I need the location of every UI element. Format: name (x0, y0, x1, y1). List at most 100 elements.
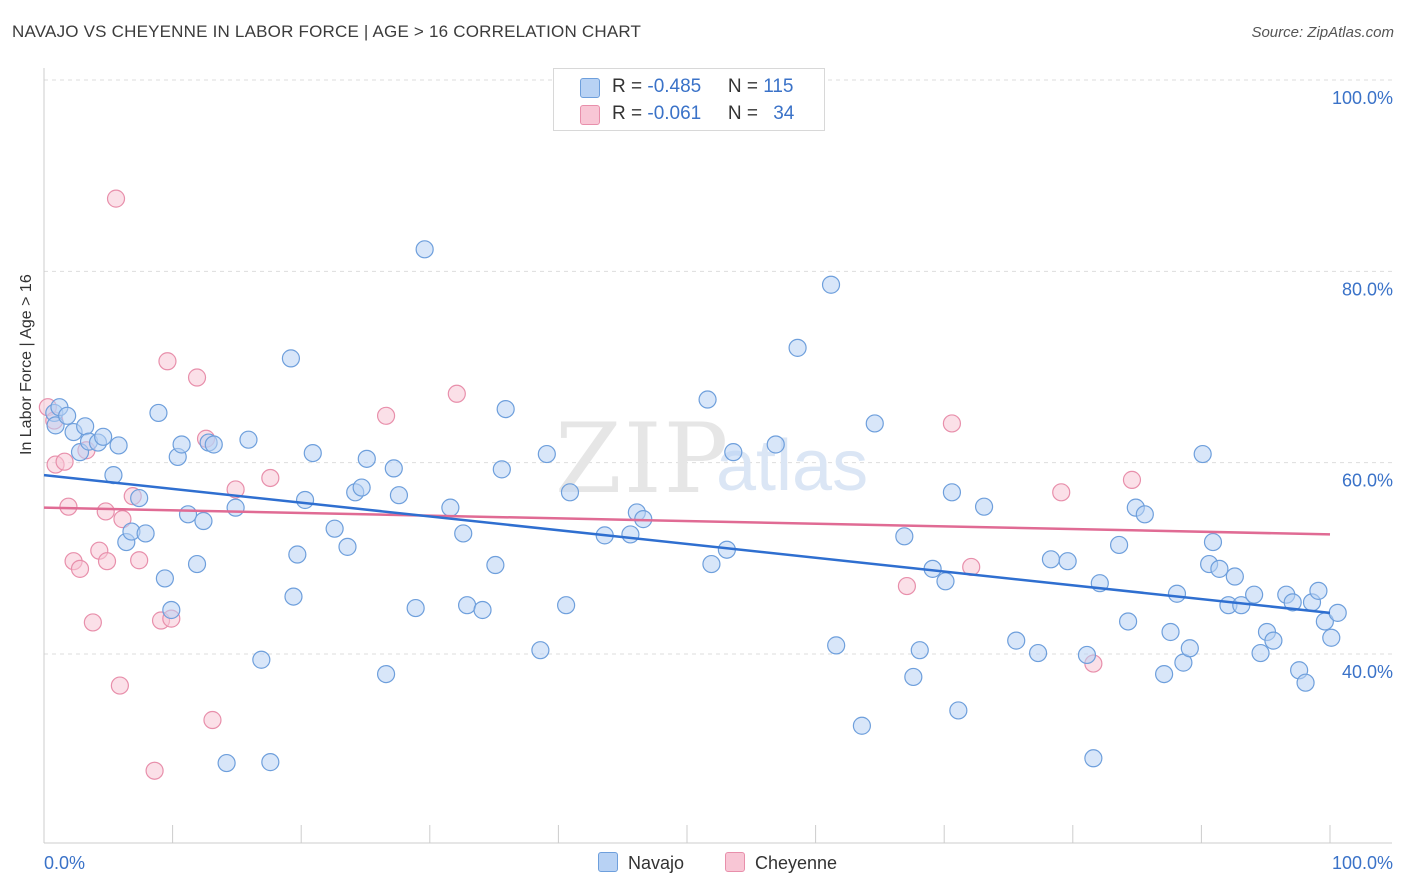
navajo-swatch-icon (580, 78, 600, 98)
navajo-point (178, 505, 198, 524)
navajo-point (702, 554, 721, 574)
navajo-point (76, 417, 95, 436)
navajo-point (936, 572, 955, 591)
legend-r-value-cheyenne: -0.061 (647, 103, 702, 124)
navajo-point (1283, 593, 1302, 612)
y-axis-label: In Labor Force | Age > 16 (18, 274, 35, 455)
navajo-point (226, 498, 245, 517)
bottom-legend-navajo-label: Navajo (628, 853, 685, 873)
grid-layer (44, 79, 1392, 655)
legend-r-value-navajo: -0.485 (647, 76, 702, 97)
navajo-point (172, 435, 191, 454)
axes-layer (43, 68, 1392, 844)
navajo-point (1084, 749, 1103, 768)
x-tick-label: 100.0% (1332, 853, 1393, 873)
navajo-point (1193, 444, 1212, 464)
legend-r-label: R = (612, 76, 648, 97)
navajo-point (788, 338, 807, 357)
navajo-point (724, 443, 743, 462)
cheyenne-point (145, 761, 164, 780)
legend-n-value-cheyenne: 34 (773, 103, 795, 124)
navajo-point (1041, 550, 1061, 569)
navajo-point (1028, 643, 1048, 663)
navajo-point (949, 701, 968, 720)
navajo-point (766, 435, 785, 454)
cheyenne-point (106, 189, 126, 208)
navajo-point (155, 569, 174, 588)
cheyenne-point (113, 510, 132, 529)
navajo-point (473, 600, 492, 620)
legend-n-label: N = (727, 76, 764, 97)
y-tick-label: 40.0% (1342, 662, 1393, 682)
navajo-point (942, 483, 962, 502)
navajo-point (217, 753, 236, 773)
navajo-point (376, 664, 396, 684)
navajo-point (1118, 612, 1138, 631)
navajo-point (58, 406, 77, 425)
navajo-point (486, 555, 505, 575)
legend-n-value-navajo: 115 (763, 76, 794, 97)
navajo-point (1161, 622, 1180, 642)
navajo-point (338, 537, 357, 556)
navajo-point (496, 399, 515, 419)
cheyenne-point (1052, 483, 1071, 502)
navajo-point (454, 524, 473, 543)
cheyenne-trend-line (43, 506, 1331, 536)
cheyenne-point (130, 551, 149, 570)
cheyenne-point (158, 352, 177, 371)
navajo-point (910, 641, 929, 660)
tick-labels: 40.0% 60.0% 80.0% 100.0% 0.0% 100.0% (44, 88, 1393, 873)
navajo-point (1296, 673, 1315, 692)
navajo-point (187, 554, 207, 574)
navajo-point (1245, 585, 1264, 604)
navajo-point (303, 444, 322, 463)
navajo-points (45, 240, 1347, 773)
watermark-atlas: atlas (716, 426, 868, 506)
navajo-point (457, 596, 477, 615)
y-tick-label: 100.0% (1332, 88, 1393, 108)
bottom-legend-navajo: Navajo (598, 852, 684, 874)
navajo-point (1155, 664, 1174, 684)
navajo-point (357, 449, 376, 468)
navajo-point (1322, 628, 1341, 647)
cheyenne-point (59, 497, 78, 516)
x-tick-label: 0.0% (44, 853, 85, 873)
navajo-point (162, 600, 181, 620)
navajo-point (537, 444, 556, 464)
cheyenne-point (83, 613, 102, 632)
navajo-point (1135, 505, 1154, 524)
navajo-point (904, 667, 923, 687)
cheyenne-point (110, 676, 129, 695)
cheyenne-point (187, 368, 207, 387)
navajo-point (406, 598, 425, 618)
navajo-point (1210, 559, 1229, 578)
y-tick-label: 80.0% (1342, 279, 1393, 299)
navajo-point (1309, 581, 1328, 600)
bottom-legend-cheyenne: Cheyenne (725, 852, 837, 874)
navajo-point (698, 390, 717, 409)
navajo-point (865, 414, 884, 433)
navajo-point (1109, 535, 1129, 555)
navajo-point (827, 636, 846, 655)
navajo-point (389, 486, 409, 505)
navajo-point (415, 240, 434, 259)
navajo-point (325, 519, 344, 538)
bottom-legend-cheyenne-label: Cheyenne (755, 853, 838, 873)
navajo-point (1007, 631, 1026, 650)
cheyenne-point (55, 452, 74, 471)
navajo-point (130, 488, 149, 508)
navajo-point (1251, 643, 1270, 663)
cheyenne-point (97, 552, 117, 571)
y-tick-label: 60.0% (1342, 471, 1393, 491)
navajo-point (239, 430, 258, 449)
watermark-zip: ZIP (555, 403, 730, 515)
navajo-point (821, 275, 841, 294)
navajo-point (560, 483, 580, 502)
navajo-point (621, 525, 640, 544)
navajo-point (974, 497, 994, 516)
navajo-point (531, 641, 550, 660)
navajo-point (288, 545, 307, 564)
cheyenne-point (226, 480, 245, 499)
navajo-point (352, 478, 371, 497)
